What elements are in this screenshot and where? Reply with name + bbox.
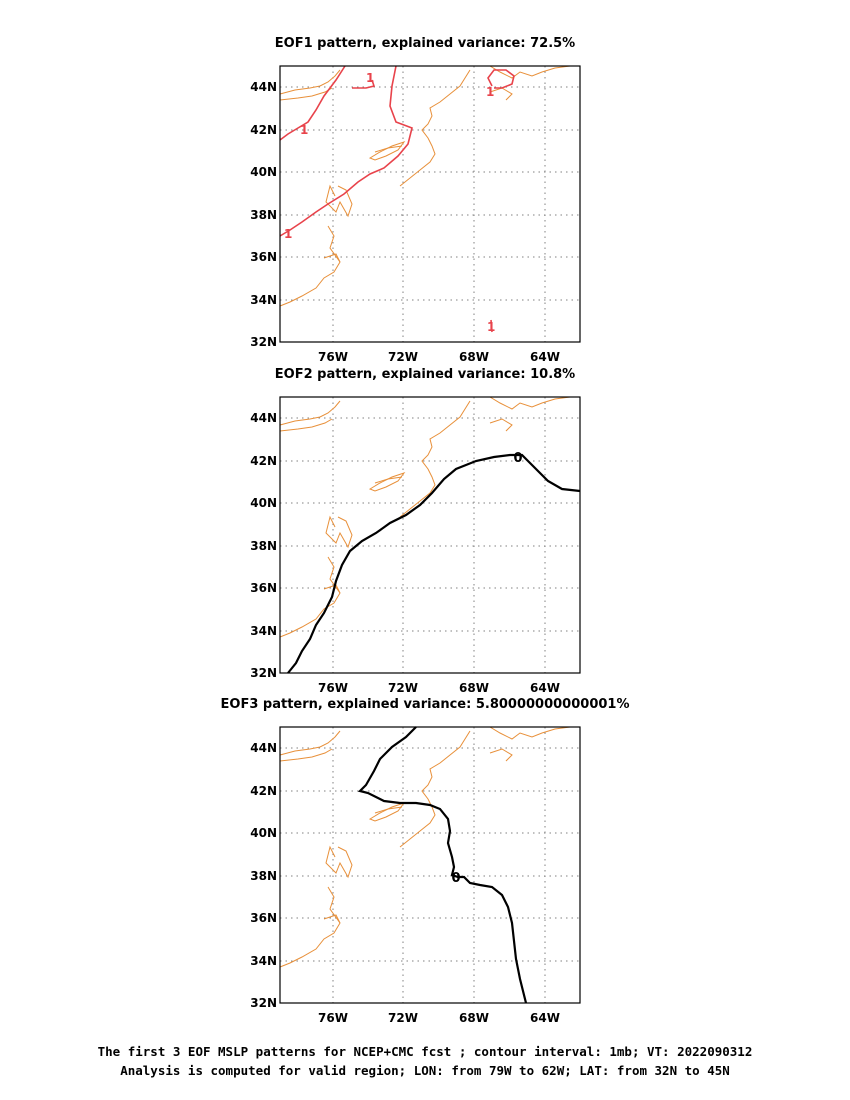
graticule — [280, 66, 580, 342]
lat-label: 40N — [250, 496, 277, 510]
lat-tick-labels: 44N 42N 40N 38N 36N 34N 32N — [250, 741, 277, 1010]
panel-1-title: EOF1 pattern, explained variance: 72.5% — [274, 36, 576, 51]
lon-label: 64W — [530, 350, 560, 364]
eof1-map: 1 1 1 1 1 44N 42N 40N 38N 36N 34N 32N 76… — [232, 65, 592, 366]
contour-label: 1 — [300, 123, 308, 137]
coastline — [279, 396, 571, 638]
lat-tick-labels: 44N 42N 40N 38N 36N 34N 32N — [250, 411, 277, 680]
lon-tick-labels: 76W 72W 68W 64W — [318, 1011, 560, 1025]
eof3-map: 0 44N 42N 40N 38N 36N 34N 32N 76W 72W 68… — [232, 726, 592, 1027]
lon-label: 72W — [388, 350, 418, 364]
eof3-contour-labels: 0 — [451, 871, 460, 886]
lat-label: 36N — [250, 250, 277, 264]
eof2-contour-labels: 0 — [513, 451, 522, 466]
lat-label: 34N — [250, 954, 277, 968]
eof2-map: 0 44N 42N 40N 38N 36N 34N 32N 76W 72W 68… — [232, 396, 592, 697]
lon-label: 68W — [459, 681, 489, 695]
lon-label: 68W — [459, 350, 489, 364]
graticule — [280, 397, 580, 673]
contour-label: 0 — [513, 451, 522, 466]
lon-label: 76W — [318, 350, 348, 364]
lat-label: 38N — [250, 208, 277, 222]
panel-3-title: EOF3 pattern, explained variance: 5.8000… — [220, 697, 630, 712]
contour-label: 1 — [486, 85, 494, 99]
lat-label: 32N — [250, 666, 277, 680]
lat-label: 44N — [250, 741, 277, 755]
lon-label: 64W — [530, 1011, 560, 1025]
graticule — [280, 727, 580, 1003]
lat-label: 34N — [250, 624, 277, 638]
contour-label: 1 — [284, 227, 292, 241]
lat-label: 36N — [250, 911, 277, 925]
eof1-contour-labels: 1 1 1 1 1 — [284, 71, 495, 334]
lon-tick-labels: 76W 72W 68W 64W — [318, 681, 560, 695]
lat-label: 42N — [250, 454, 277, 468]
lon-label: 72W — [388, 681, 418, 695]
lon-label: 76W — [318, 1011, 348, 1025]
map-frame — [279, 726, 581, 1004]
eof1-contours — [279, 65, 515, 333]
lat-label: 32N — [250, 996, 277, 1010]
contour-label: 0 — [451, 871, 460, 886]
figure-caption-line-1: The first 3 EOF MSLP patterns for NCEP+C… — [97, 1044, 753, 1059]
eof3-contours — [357, 726, 528, 1004]
lon-label: 72W — [388, 1011, 418, 1025]
lat-label: 42N — [250, 123, 277, 137]
contour-label: 1 — [366, 71, 374, 85]
figure-caption-line-2: Analysis is computed for valid region; L… — [120, 1063, 730, 1078]
contour-label: 1 — [487, 320, 495, 334]
lat-label: 36N — [250, 581, 277, 595]
lat-label: 44N — [250, 80, 277, 94]
lat-label: 34N — [250, 293, 277, 307]
lat-label: 42N — [250, 784, 277, 798]
lat-label: 44N — [250, 411, 277, 425]
lon-label: 76W — [318, 681, 348, 695]
lon-label: 64W — [530, 681, 560, 695]
panel-2-title: EOF2 pattern, explained variance: 10.8% — [274, 367, 576, 382]
eof2-contours — [287, 453, 581, 674]
map-frame — [279, 396, 581, 674]
lat-label: 38N — [250, 869, 277, 883]
lat-label: 40N — [250, 165, 277, 179]
coastline — [279, 726, 571, 968]
lat-label: 38N — [250, 539, 277, 553]
map-frame — [279, 65, 581, 343]
coastline — [279, 65, 571, 307]
lat-label: 40N — [250, 826, 277, 840]
lat-label: 32N — [250, 335, 277, 349]
lon-tick-labels: 76W 72W 68W 64W — [318, 350, 560, 364]
lat-tick-labels: 44N 42N 40N 38N 36N 34N 32N — [250, 80, 277, 349]
lon-label: 68W — [459, 1011, 489, 1025]
